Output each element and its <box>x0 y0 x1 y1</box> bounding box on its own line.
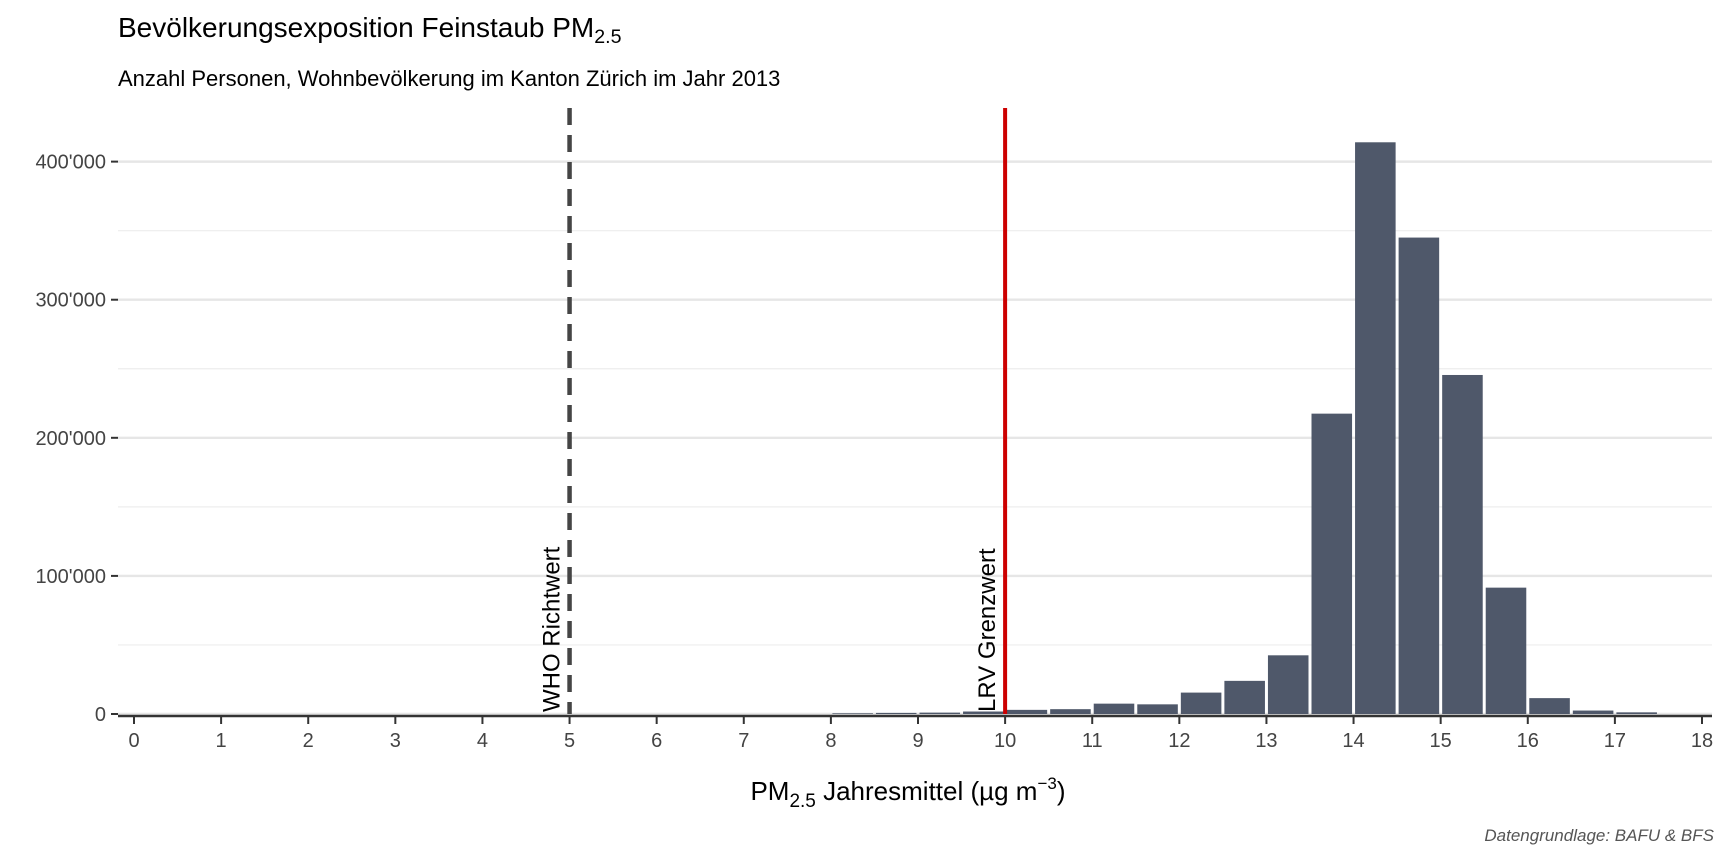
x-axis-label: PM2.5 Jahresmittel (µg m−3) <box>750 774 1065 812</box>
x-tick-label: 14 <box>1342 730 1364 752</box>
histogram-bar <box>1398 237 1440 715</box>
xlabel-superscript: −3 <box>1037 774 1056 793</box>
lrv-limit-label: LRV Grenzwert <box>974 548 1001 712</box>
histogram-bar <box>1572 710 1614 714</box>
histogram-chart: WHO Richtwert LRV Grenzwert 0 100'000 200'0… <box>35 108 1713 812</box>
histogram-bar <box>919 712 961 714</box>
histogram-bar <box>1529 698 1570 714</box>
title-main: Bevölkerungsexposition Feinstaub PM <box>118 12 595 43</box>
histogram-bar <box>1267 655 1309 714</box>
xlabel-suffix: ) <box>1057 776 1066 806</box>
histogram-bar <box>1137 704 1178 714</box>
x-tick-label: 6 <box>651 730 662 752</box>
histogram-bar <box>1050 709 1091 714</box>
title-subscript: 2.5 <box>594 25 622 48</box>
histogram-bar <box>1006 709 1048 714</box>
x-tick-label: 18 <box>1691 730 1713 752</box>
x-tick-label: 16 <box>1517 730 1539 752</box>
y-tick-label: 100'000 <box>35 566 106 588</box>
x-tick-label: 1 <box>216 730 227 752</box>
source-caption: Datengrundlage: BAFU & BFS <box>1484 826 1714 845</box>
chart-title: Bevölkerungsexposition Feinstaub PM2.5 <box>118 12 622 49</box>
histogram-bar <box>1485 587 1527 714</box>
x-tick-label: 7 <box>738 730 749 752</box>
who-guideline-label: WHO Richtwert <box>539 546 566 712</box>
histogram-bar <box>963 711 1004 714</box>
y-tick-label: 300'000 <box>35 290 106 312</box>
x-tick-label: 4 <box>477 730 488 752</box>
x-tick-label: 3 <box>390 730 401 752</box>
xlabel-prefix: PM <box>750 776 789 806</box>
x-tick-label: 0 <box>128 730 139 752</box>
histogram-bar <box>1355 142 1396 715</box>
histogram-bar <box>1616 712 1657 714</box>
x-tick-label: 15 <box>1430 730 1452 752</box>
x-tick-label: 9 <box>912 730 923 752</box>
histogram-bar <box>875 712 917 714</box>
bars <box>832 142 1657 715</box>
chart-subtitle: Anzahl Personen, Wohnbevölkerung im Kant… <box>118 66 781 91</box>
x-tick-label: 10 <box>994 730 1016 752</box>
x-tick-label: 12 <box>1168 730 1190 752</box>
histogram-bar <box>1224 680 1265 714</box>
histogram-bar <box>832 713 873 714</box>
reference-lines: WHO Richtwert LRV Grenzwert <box>539 108 1008 714</box>
y-tick-label: 200'000 <box>35 428 106 450</box>
y-tick-label: 0 <box>95 704 106 726</box>
histogram-bar <box>1442 374 1483 714</box>
x-tick-label: 5 <box>564 730 575 752</box>
x-tick-label: 11 <box>1082 730 1103 752</box>
x-tick-label: 2 <box>303 730 314 752</box>
xlabel-middle: Jahresmittel (µg m <box>816 776 1038 806</box>
x-tick-label: 17 <box>1604 730 1626 752</box>
histogram-bar <box>1093 703 1135 714</box>
y-tick-label: 400'000 <box>35 152 106 174</box>
histogram-bar <box>1180 692 1222 714</box>
x-tick-label: 13 <box>1255 730 1277 752</box>
x-tick-label: 8 <box>825 730 836 752</box>
histogram-bar <box>1311 413 1353 714</box>
xlabel-subscript: 2.5 <box>789 791 815 812</box>
